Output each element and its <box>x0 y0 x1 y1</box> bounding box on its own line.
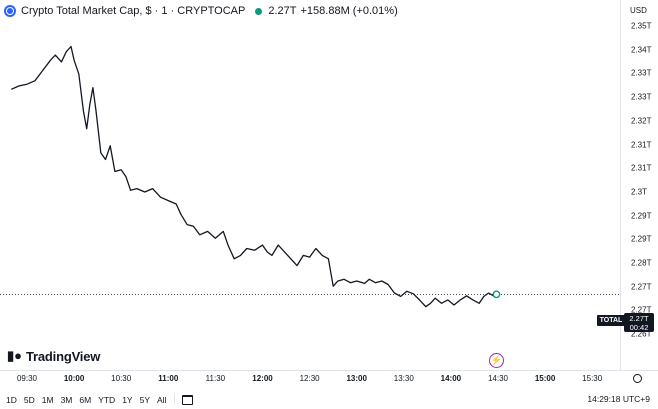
time-tick: 09:30 <box>16 374 38 383</box>
last-price-label: 2.27T 00:42 <box>624 313 654 332</box>
range-6m[interactable]: 6M <box>79 394 92 405</box>
price-tick: 2.33T <box>631 92 652 102</box>
time-tick: 11:00 <box>158 374 179 383</box>
time-tick: 10:30 <box>111 374 132 383</box>
time-tick: 12:30 <box>299 374 320 383</box>
chart-header: Crypto Total Market Cap, $ · 1 · CRYPTOC… <box>0 0 620 22</box>
range-3m[interactable]: 3M <box>60 394 73 405</box>
price-chart[interactable] <box>0 0 620 370</box>
last-price-value: 2.27T <box>629 314 649 323</box>
time-tick: 14:00 <box>440 374 462 383</box>
symbol-tag: TOTAL <box>597 315 625 326</box>
clock-timezone[interactable]: 14:29:18 UTC+9 <box>587 394 650 404</box>
bottom-toolbar: 1D 5D 1M 3M 6M YTD 1Y 5Y All 14:29:18 UT… <box>0 390 658 409</box>
tradingview-logo[interactable]: ▮● TradingView <box>7 348 100 364</box>
chart-area[interactable] <box>0 0 620 370</box>
price-tick: 2.35T <box>631 21 652 31</box>
price-tick: 2.32T <box>631 116 652 126</box>
price-tick: 2.31T <box>631 140 652 149</box>
time-axis[interactable]: 09:30 10:00 10:30 11:00 11:30 12:00 12:30 13:00… <box>0 370 658 386</box>
symbol-title[interactable]: Crypto Total Market Cap, $ · 1 · CRYPTOC… <box>21 5 246 17</box>
range-1d[interactable]: 1D <box>6 394 17 405</box>
time-tick: 14:30 <box>487 374 509 383</box>
settings-icon[interactable] <box>633 374 642 383</box>
price-tick: 2.3T <box>631 187 648 197</box>
price-tick: 2.27T <box>631 282 652 292</box>
market-status-icon <box>255 7 263 15</box>
bar-countdown: 00:42 <box>629 323 649 332</box>
header-price: 2.27T <box>268 5 297 17</box>
range-1m[interactable]: 1M <box>41 394 54 405</box>
range-all[interactable]: All <box>157 394 167 405</box>
price-tick: 2.26T <box>631 329 652 339</box>
range-5y[interactable]: 5Y <box>139 394 150 405</box>
price-tick: 2.31T <box>631 163 652 173</box>
toolbar-divider <box>174 394 176 405</box>
price-tick: 2.33T <box>631 68 652 78</box>
symbol-logo-icon <box>4 5 16 17</box>
range-1y[interactable]: 1Y <box>122 394 133 405</box>
tradingview-logo-icon: ▮● <box>7 348 23 363</box>
price-tick: 2.29T <box>631 211 652 221</box>
time-tick: 15:00 <box>534 374 556 383</box>
header-change: +158.88M (+0.01%) <box>300 5 398 17</box>
currency-label[interactable]: USD <box>630 6 647 15</box>
price-axis[interactable]: 2.35T 2.34T 2.33T 2.33T 2.32T 2.31T 2.31T 2.3T 2… <box>620 0 658 370</box>
time-tick: 10:00 <box>63 374 85 383</box>
time-tick: 13:30 <box>393 374 414 383</box>
price-tick: 2.28T <box>631 258 652 268</box>
time-tick: 15:30 <box>582 374 603 383</box>
price-series-line <box>11 45 497 308</box>
logo-text: TradingView <box>26 348 101 364</box>
price-tick: 2.34T <box>631 45 652 55</box>
calendar-icon[interactable] <box>182 394 194 405</box>
price-tick: 2.29T <box>631 234 652 244</box>
time-tick: 12:00 <box>252 374 273 383</box>
range-ytd[interactable]: YTD <box>98 394 116 405</box>
range-5d[interactable]: 5D <box>23 394 35 405</box>
price-tick: 2.27T <box>631 305 652 315</box>
lightning-icon[interactable]: ⚡ <box>489 353 504 368</box>
time-tick: 13:00 <box>346 374 367 383</box>
time-tick: 11:30 <box>205 374 226 383</box>
last-price-dot <box>492 290 501 299</box>
